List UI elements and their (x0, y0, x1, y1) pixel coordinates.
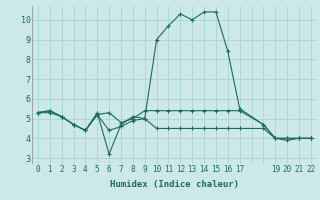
X-axis label: Humidex (Indice chaleur): Humidex (Indice chaleur) (110, 180, 239, 189)
